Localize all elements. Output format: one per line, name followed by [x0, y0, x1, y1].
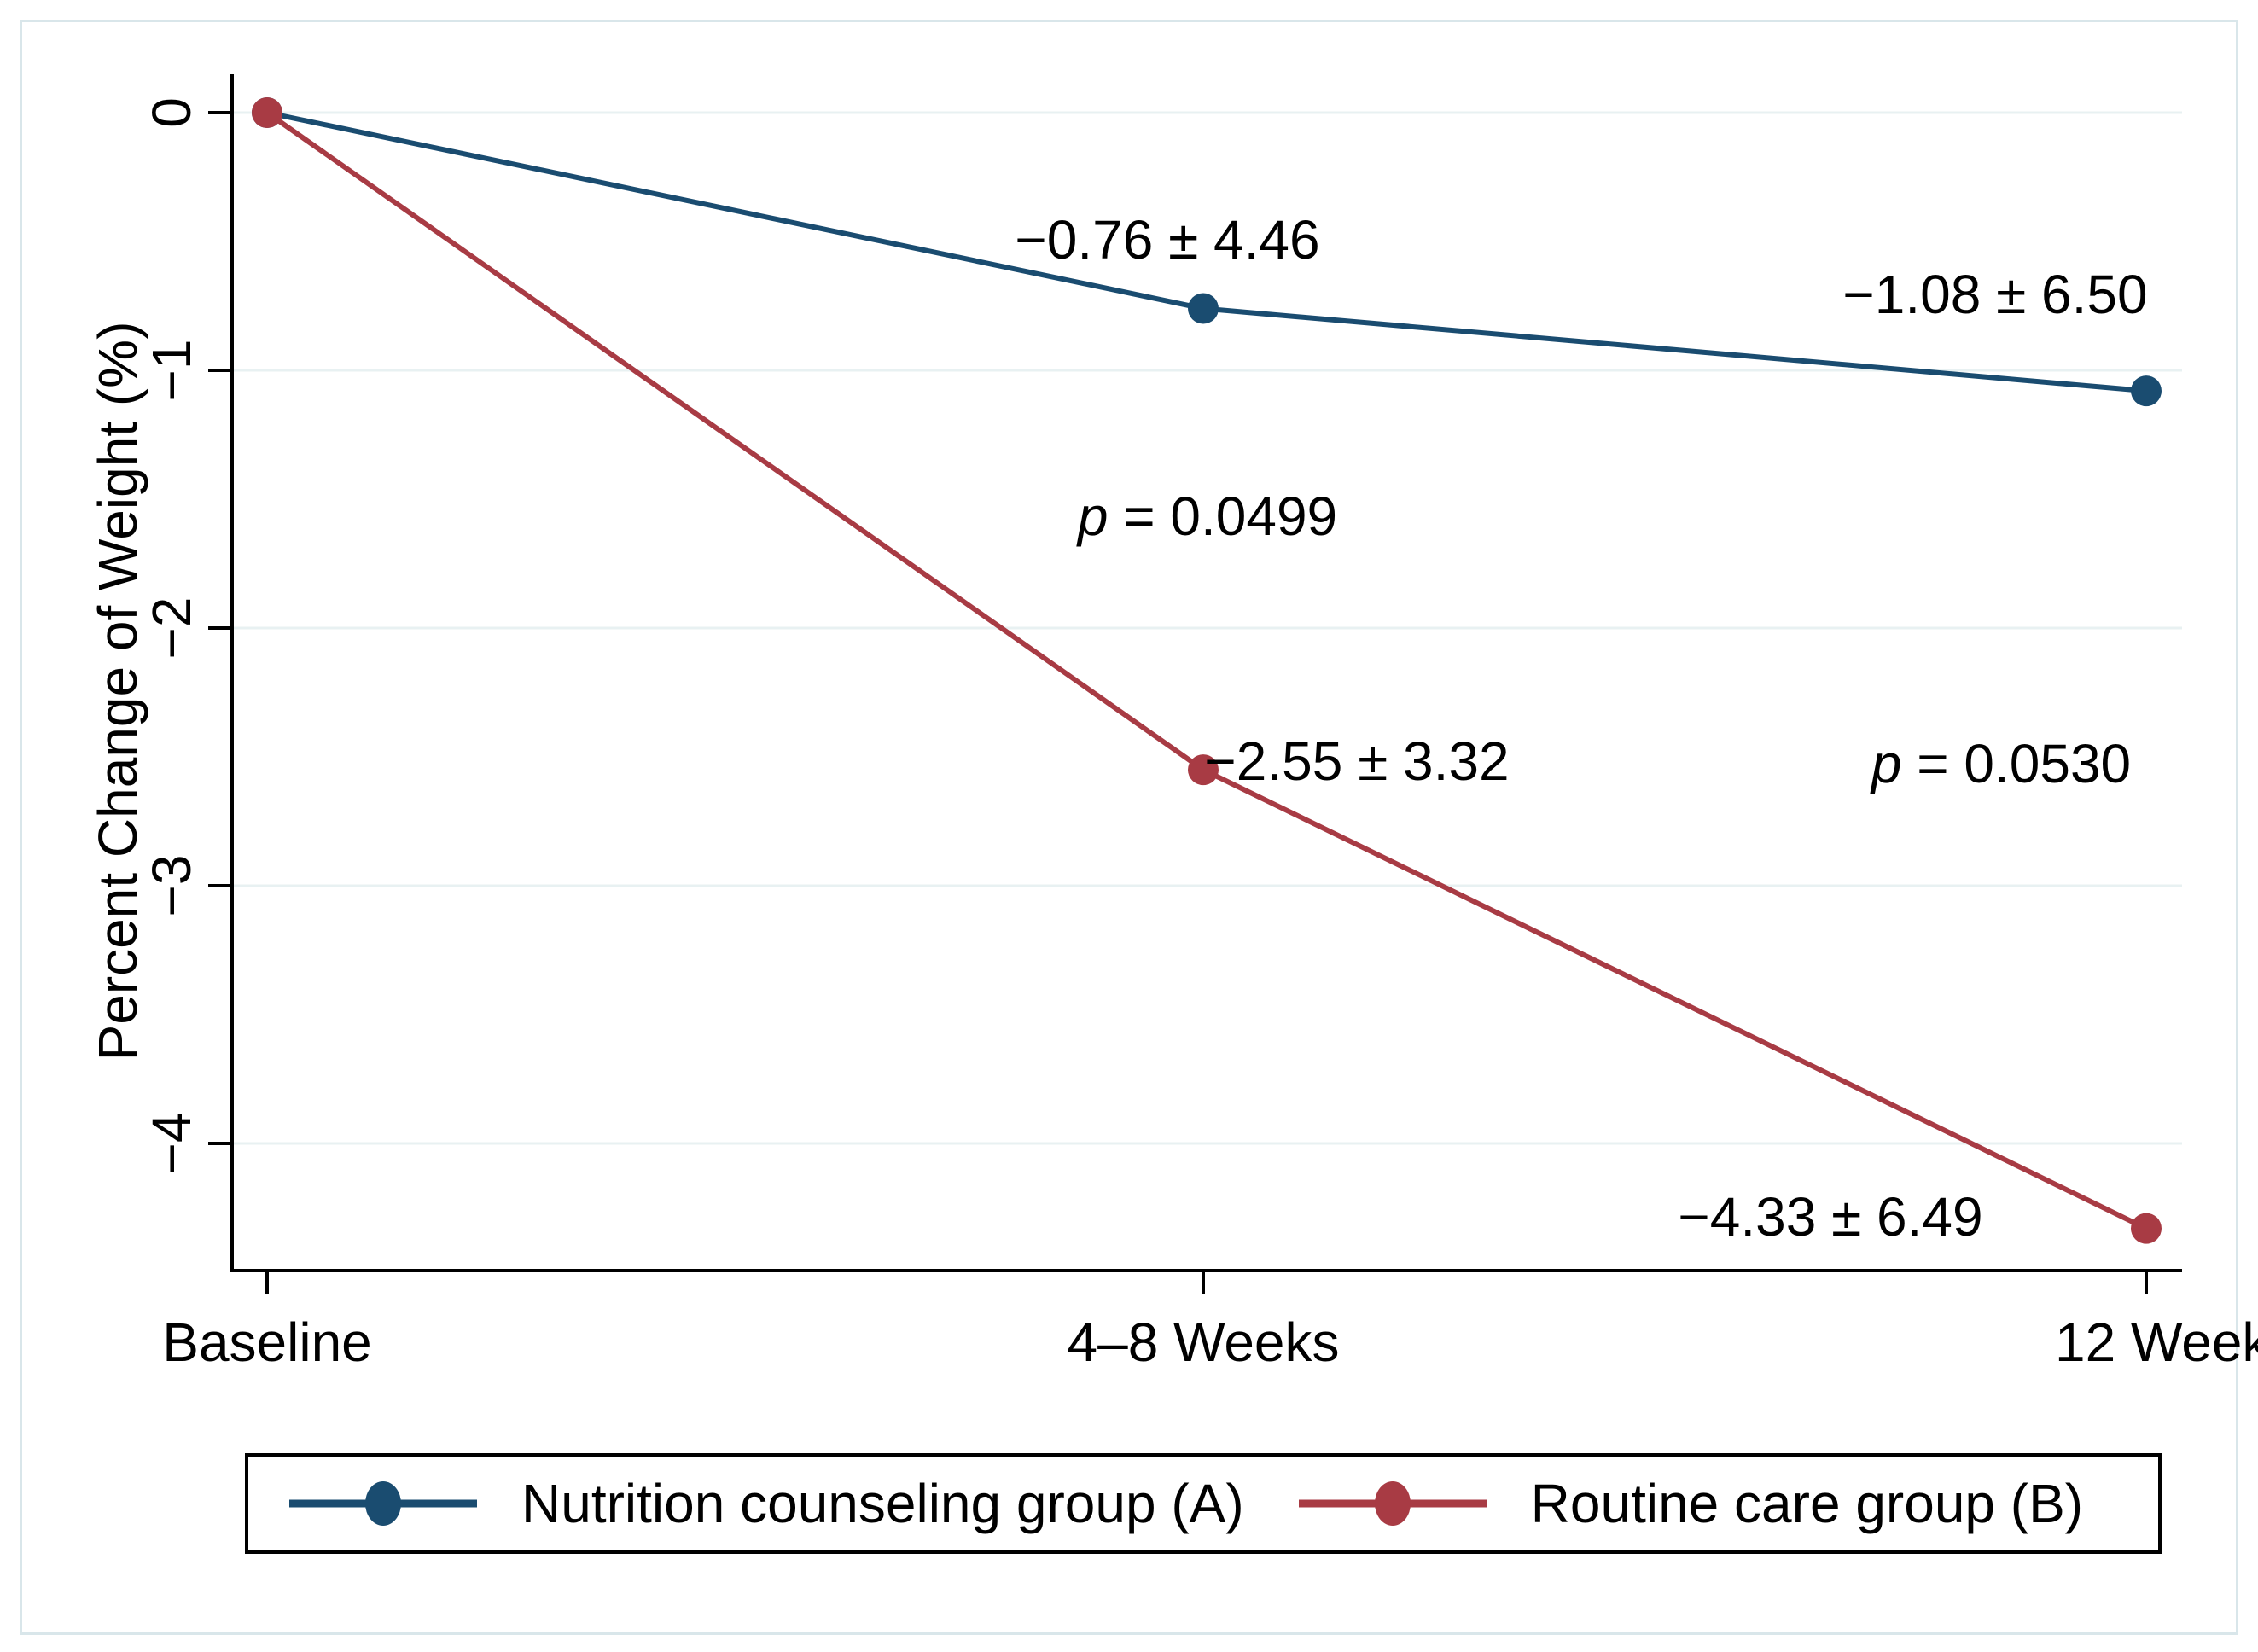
data-point-1-0	[252, 97, 282, 128]
annotation-p-value-midpoint: p = 0.0499	[1078, 485, 1337, 548]
legend-key-line-dot-icon	[1298, 1481, 1487, 1526]
data-point-1-2	[2131, 1213, 2162, 1244]
legend-label-nutrition-group: Nutrition counseling group (A)	[521, 1473, 1244, 1534]
y-tick-label-3: −3	[141, 854, 202, 917]
p-symbol: p	[1871, 733, 1902, 794]
legend-item-nutrition-group: Nutrition counseling group (A)	[289, 1472, 1244, 1535]
x-tick-label-baseline: Baseline	[162, 1312, 372, 1373]
p-value-text: = 0.0530	[1901, 733, 2132, 794]
annotation-series-a-midpoint: −0.76 ± 4.46	[1015, 209, 1320, 270]
legend-item-routine-group: Routine care group (B)	[1298, 1472, 2084, 1535]
y-tick-label-1: −1	[141, 339, 202, 402]
annotation-p-value-endpoint: p = 0.0530	[1871, 732, 2131, 795]
annotation-series-a-endpoint: −1.08 ± 6.50	[1842, 264, 2148, 325]
y-tick-label-4: −4	[141, 1112, 202, 1175]
annotation-series-b-endpoint: −4.33 ± 6.49	[1678, 1186, 1983, 1248]
y-axis-title: Percent Change of Weight (%)	[87, 321, 148, 1062]
x-tick-label-4-8-weeks: 4–8 Weeks	[1067, 1312, 1340, 1373]
x-tick-label-12-weeks: 12 Week	[2055, 1312, 2258, 1373]
data-point-0-1	[1188, 293, 1219, 324]
data-point-0-2	[2131, 375, 2162, 407]
y-tick-label-2: −2	[141, 596, 202, 660]
legend-box: Nutrition counseling group (A) Routine c…	[245, 1453, 2162, 1554]
legend-key-line-dot-icon	[289, 1481, 477, 1526]
data-point-1-1	[1188, 754, 1219, 786]
p-symbol: p	[1077, 486, 1109, 547]
p-value-text: = 0.0499	[1108, 486, 1338, 547]
y-tick-label-0: 0	[141, 97, 202, 128]
legend-label-routine-group: Routine care group (B)	[1530, 1473, 2084, 1534]
annotation-series-b-midpoint: −2.55 ± 3.32	[1204, 730, 1510, 792]
